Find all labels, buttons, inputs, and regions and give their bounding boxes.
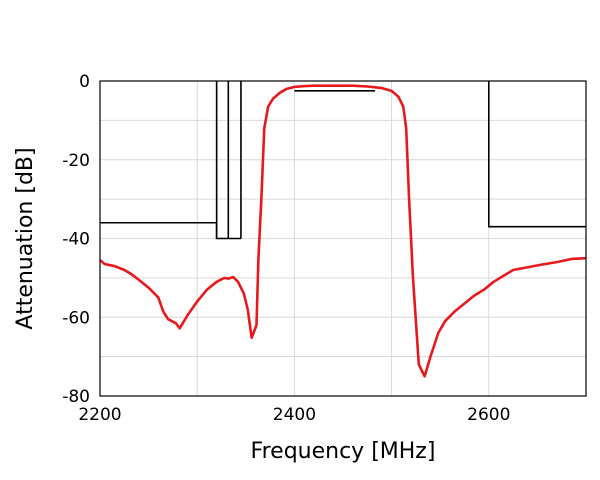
plot-frame xyxy=(99,80,587,397)
y-tick-label: -20 xyxy=(62,151,90,171)
attenuation-mask xyxy=(100,81,586,240)
filter-response xyxy=(99,84,587,378)
x-axis-label: Frequency [MHz] xyxy=(251,439,436,464)
y-tick-label: -80 xyxy=(62,387,90,407)
x-axis-ticks: 2200 2400 2600 xyxy=(78,405,510,425)
y-tick-label: 0 xyxy=(79,72,90,92)
y-tick-label: -40 xyxy=(62,230,90,250)
x-tick-label: 2200 xyxy=(78,405,121,425)
mask-segment xyxy=(487,81,586,228)
response-line xyxy=(99,84,587,378)
y-tick-label: -60 xyxy=(62,308,90,328)
grid-lines xyxy=(100,81,586,396)
y-axis-ticks: 0 -20 -40 -60 -80 xyxy=(62,72,90,407)
mask-segment xyxy=(100,221,241,240)
x-tick-label: 2600 xyxy=(467,405,510,425)
x-tick-label: 2400 xyxy=(273,405,316,425)
y-axis-label: Attenuation [dB] xyxy=(13,147,38,329)
